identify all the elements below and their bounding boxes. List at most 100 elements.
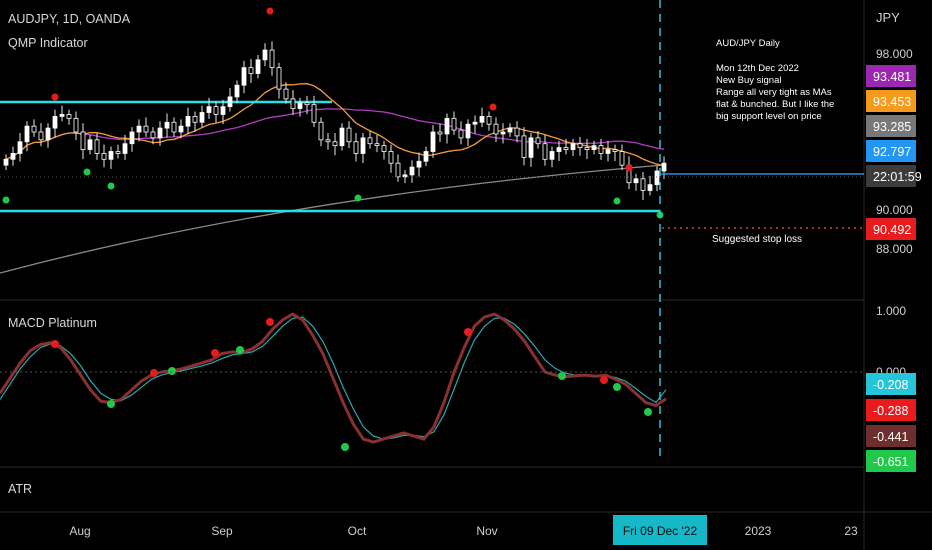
candle bbox=[528, 132, 534, 167]
price-tick-label: 90.000 bbox=[876, 203, 913, 217]
candle bbox=[150, 127, 156, 145]
currency-label: JPY bbox=[876, 10, 900, 25]
macd-sell-dot bbox=[600, 376, 608, 384]
price-tick-label: 98.000 bbox=[876, 47, 913, 61]
candle bbox=[577, 136, 583, 156]
buy-signal-dot bbox=[83, 168, 91, 176]
macd-value-badge-text: -0.441 bbox=[873, 430, 908, 444]
candle bbox=[619, 144, 625, 171]
candle bbox=[437, 123, 443, 142]
candle bbox=[192, 111, 198, 132]
macd-buy-dot bbox=[558, 372, 566, 380]
crosshair-date-badge bbox=[613, 515, 707, 545]
candle bbox=[262, 43, 268, 67]
candle bbox=[136, 119, 142, 142]
indicator-title: QMP Indicator bbox=[8, 36, 88, 50]
candle bbox=[542, 134, 548, 166]
candle bbox=[535, 131, 541, 149]
candle bbox=[486, 111, 492, 131]
candle bbox=[101, 144, 107, 168]
annotation-line: New Buy signal bbox=[716, 75, 781, 86]
annotation-line: Mon 12th Dec 2022 bbox=[716, 63, 799, 74]
symbol-title: AUDJPY, 1D, OANDA bbox=[8, 12, 131, 26]
price-badge bbox=[866, 140, 916, 162]
macd-sell-dot bbox=[150, 369, 158, 377]
macd-sell-dot bbox=[51, 340, 59, 348]
buy-signal-dot bbox=[2, 196, 10, 204]
macd-buy-dot bbox=[107, 400, 115, 408]
stop-loss-annotation: Suggested stop loss bbox=[712, 234, 802, 245]
candle bbox=[297, 97, 303, 117]
candle bbox=[227, 88, 233, 112]
candle bbox=[409, 160, 415, 183]
candle bbox=[598, 138, 604, 160]
annotation-text: AUD/JPY Daily Mon 12th Dec 2022 New Buy … bbox=[716, 38, 834, 122]
candle bbox=[3, 154, 9, 171]
candle bbox=[206, 97, 212, 119]
annotation-line: Range all very tight as MAs bbox=[716, 87, 832, 98]
candle bbox=[283, 82, 289, 104]
price-labels: 93.481 93.453 93.285 92.797 22:01:59 90.492 -0… bbox=[866, 65, 922, 472]
candle bbox=[241, 60, 247, 94]
candle bbox=[423, 146, 429, 167]
macd-buy-dot bbox=[168, 367, 176, 375]
candle bbox=[570, 138, 576, 156]
macd-sell-dot bbox=[266, 318, 274, 326]
moving-averages bbox=[0, 83, 665, 274]
candle bbox=[115, 144, 121, 159]
candle bbox=[346, 121, 352, 149]
candle bbox=[381, 140, 387, 160]
candle bbox=[325, 132, 331, 150]
candle bbox=[493, 117, 499, 142]
candle bbox=[556, 140, 562, 162]
macd-value-badge-text: -0.651 bbox=[873, 455, 908, 469]
axis-ticks: 98.00092.00090.00088.0001.0000.000AugSep… bbox=[69, 47, 913, 545]
sell-signal-dot bbox=[489, 103, 497, 111]
candle bbox=[129, 127, 135, 152]
candle bbox=[514, 121, 520, 143]
sell-signal-dot bbox=[51, 93, 59, 101]
candle bbox=[549, 146, 555, 168]
candle bbox=[647, 175, 653, 196]
candle bbox=[507, 123, 513, 137]
macd-sell-dot bbox=[211, 349, 219, 357]
candle bbox=[269, 41, 275, 76]
candle bbox=[318, 117, 324, 147]
macd-buy-dot bbox=[613, 383, 621, 391]
candle bbox=[276, 62, 282, 99]
price-badge bbox=[866, 115, 916, 137]
candle bbox=[45, 123, 51, 148]
candle bbox=[143, 117, 149, 137]
candle bbox=[584, 138, 590, 160]
price-badge-text: 93.453 bbox=[873, 95, 911, 109]
macd-signal-line bbox=[0, 316, 667, 440]
candle bbox=[661, 156, 667, 179]
ma-mid-line bbox=[5, 108, 665, 160]
ma-slow-line bbox=[0, 164, 665, 274]
candle bbox=[430, 125, 436, 158]
annotation-line: flat & bunched. But I like the bbox=[716, 99, 834, 110]
price-badge-text: 90.492 bbox=[873, 223, 911, 237]
candle bbox=[444, 113, 450, 144]
candle bbox=[612, 144, 618, 162]
candle bbox=[563, 138, 569, 155]
candle bbox=[311, 95, 317, 128]
candle bbox=[178, 119, 184, 139]
candle bbox=[108, 146, 114, 169]
candle bbox=[234, 80, 240, 104]
candle bbox=[122, 134, 128, 160]
annotation-line: AUD/JPY Daily bbox=[716, 38, 780, 49]
candle bbox=[157, 121, 163, 146]
candle bbox=[80, 123, 86, 160]
candle bbox=[304, 95, 310, 115]
price-badge-text: 93.285 bbox=[873, 120, 911, 134]
candle bbox=[591, 140, 597, 155]
sell-signal-dot bbox=[625, 164, 633, 172]
price-tick-label: 88.000 bbox=[876, 242, 913, 256]
macd-value-badge bbox=[866, 373, 916, 395]
price-badge-text: 22:01:59 bbox=[873, 170, 922, 184]
macd-value-badge-text: -0.208 bbox=[873, 378, 908, 392]
candle bbox=[395, 154, 401, 182]
